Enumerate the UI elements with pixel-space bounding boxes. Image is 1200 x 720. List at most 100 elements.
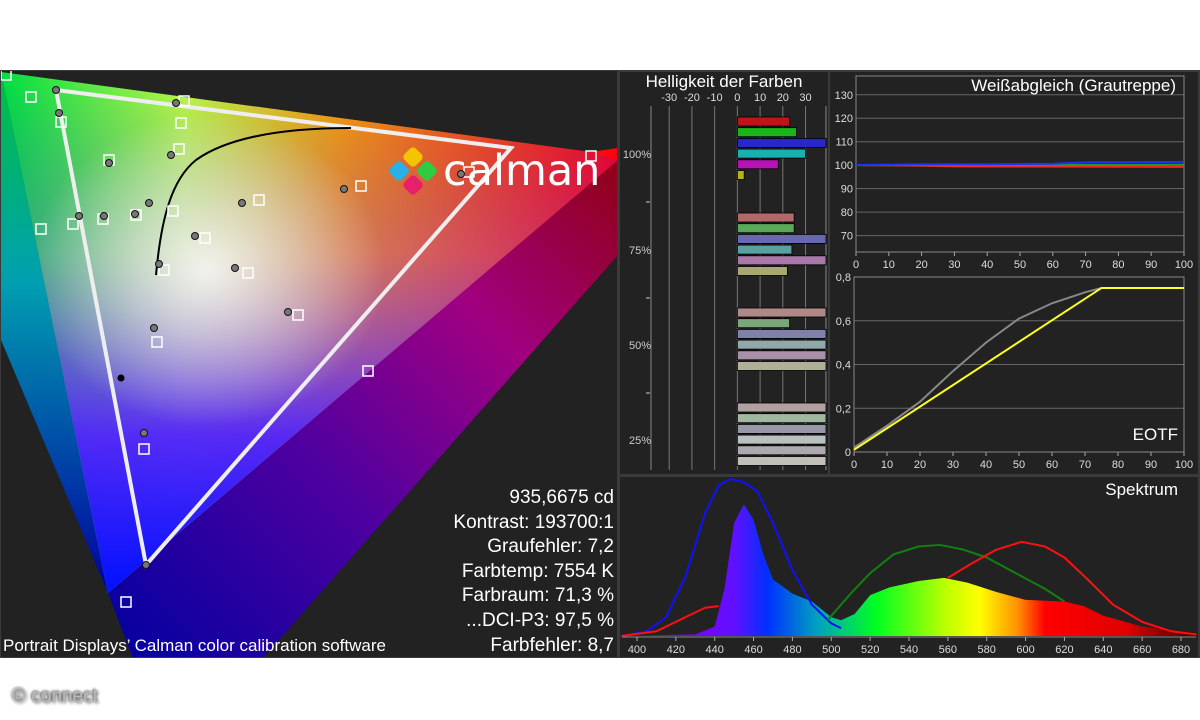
target-square xyxy=(67,218,79,230)
cie-diagram xyxy=(1,71,617,657)
x-tick-label: 60 xyxy=(1046,459,1058,471)
x-tick-label: 560 xyxy=(939,644,957,656)
cmf-curve xyxy=(947,540,1197,636)
cmf-curve xyxy=(826,543,1065,621)
stat-color-space: Farbraum: 71,3 % xyxy=(461,585,614,607)
measured-point xyxy=(191,232,199,240)
white-point xyxy=(117,374,125,382)
y-tick-label: 0,8 xyxy=(836,272,851,284)
x-tick-label: 100 xyxy=(1175,459,1193,471)
measured-point xyxy=(150,324,158,332)
measured-spectrum xyxy=(621,504,1197,636)
cmf-curve xyxy=(621,478,842,637)
x-tick-label: 100 xyxy=(1175,259,1193,271)
y-tick-label: 0,4 xyxy=(836,360,851,372)
target-square xyxy=(242,267,254,279)
x-tick-label: -10 xyxy=(707,92,723,104)
calman-logo: calman xyxy=(389,147,600,195)
spectrum-title: Spektrum xyxy=(1105,480,1178,499)
x-tick-label: 640 xyxy=(1094,644,1112,656)
bar xyxy=(736,402,827,413)
y-tick-label: 0,2 xyxy=(836,403,851,415)
y-tick-label: 130 xyxy=(835,90,853,102)
bar xyxy=(736,328,827,339)
bar xyxy=(736,413,827,424)
stat-contrast: Kontrast: 193700:1 xyxy=(453,511,614,533)
target-square xyxy=(1,71,12,81)
x-tick-label: 680 xyxy=(1172,644,1190,656)
bar xyxy=(736,127,797,138)
cmf-curve xyxy=(621,605,719,637)
target-square xyxy=(55,116,67,128)
copyright-watermark: © connect xyxy=(12,686,98,707)
plot-frame xyxy=(855,75,1185,253)
x-tick-label: 460 xyxy=(744,644,762,656)
target-square xyxy=(253,194,265,206)
x-tick-label: 10 xyxy=(883,259,895,271)
target-square xyxy=(199,232,211,244)
x-tick-label: 0 xyxy=(853,259,859,271)
target-square xyxy=(138,443,150,455)
x-tick-label: 400 xyxy=(628,644,646,656)
bar xyxy=(736,170,745,180)
measurement-stats: 935,6675 cd Kontrast: 193700:1 Graufehle… xyxy=(453,486,614,658)
x-tick-label: 580 xyxy=(978,644,996,656)
measured-point xyxy=(142,561,150,569)
measured-point xyxy=(52,86,60,94)
plot-frame xyxy=(853,276,1185,453)
bar xyxy=(736,361,827,371)
x-tick-label: 80 xyxy=(1112,259,1124,271)
measured-point xyxy=(238,199,246,207)
whitebalance-eotf-panel xyxy=(830,72,1198,474)
target-square xyxy=(173,143,185,155)
bar xyxy=(736,233,827,244)
whitebalance-title: Weißabgleich (Grautreppe) xyxy=(971,76,1176,95)
stat-dci-p3: ...DCI-P3: 97,5 % xyxy=(466,609,614,631)
stat-luminance: 935,6675 cd xyxy=(509,487,614,508)
measured-point xyxy=(131,210,139,218)
x-tick-label: 500 xyxy=(822,644,840,656)
bar xyxy=(736,148,806,159)
x-tick-label: 620 xyxy=(1055,644,1073,656)
x-tick-label: 20 xyxy=(777,92,789,104)
x-tick-label: 440 xyxy=(706,644,724,656)
measured-point xyxy=(75,212,83,220)
x-tick-label: 10 xyxy=(754,92,766,104)
measured-point xyxy=(100,212,108,220)
group-label: 100% xyxy=(623,149,651,161)
target-square xyxy=(158,264,170,276)
series-line xyxy=(853,286,1184,449)
y-tick-label: 120 xyxy=(835,113,853,125)
measured-point xyxy=(231,264,239,272)
bar xyxy=(736,445,827,456)
target-square xyxy=(25,91,37,103)
planckian-locus xyxy=(155,127,352,276)
x-tick-label: 40 xyxy=(981,259,993,271)
x-tick-label: 600 xyxy=(1016,644,1034,656)
target-square xyxy=(292,309,304,321)
group-label: 25% xyxy=(629,435,651,447)
measured-point xyxy=(284,308,292,316)
bar xyxy=(736,212,795,223)
bar xyxy=(736,318,791,329)
x-tick-label: 30 xyxy=(947,459,959,471)
calman-logo-icon xyxy=(389,147,437,195)
calman-logo-text: calman xyxy=(443,146,601,196)
y-tick-label: 0 xyxy=(845,447,851,459)
target-square xyxy=(120,596,132,608)
y-tick-label: 80 xyxy=(841,207,853,219)
measured-point xyxy=(155,260,163,268)
target-square xyxy=(585,150,597,162)
measured-point xyxy=(55,109,63,117)
bar xyxy=(736,244,793,255)
bar xyxy=(736,434,827,445)
x-tick-label: 480 xyxy=(783,644,801,656)
measured-point xyxy=(145,199,153,207)
bar xyxy=(736,350,827,361)
x-tick-label: 60 xyxy=(1047,259,1059,271)
measured-point xyxy=(340,185,348,193)
target-square xyxy=(151,336,163,348)
group-label: 50% xyxy=(629,340,651,352)
